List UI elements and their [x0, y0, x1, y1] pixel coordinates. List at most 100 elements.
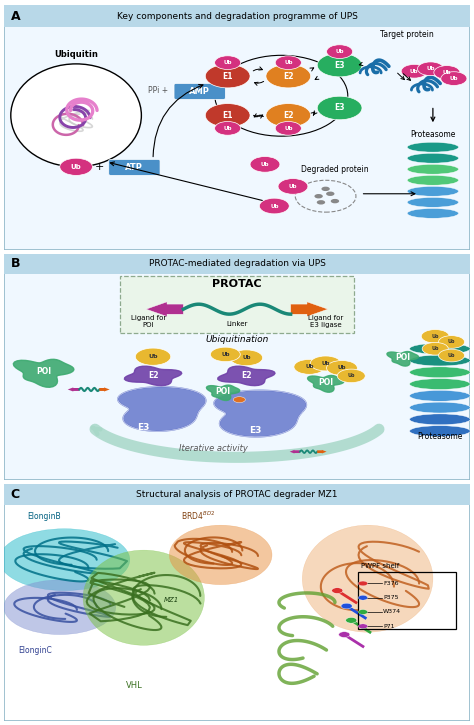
Text: Ligand for
POI: Ligand for POI: [131, 315, 166, 328]
Ellipse shape: [407, 165, 458, 174]
Text: Linker: Linker: [226, 321, 248, 327]
FancyBboxPatch shape: [120, 276, 354, 333]
Circle shape: [233, 397, 246, 402]
Circle shape: [215, 122, 241, 135]
Text: Proteasome: Proteasome: [410, 130, 456, 139]
Text: PPi +: PPi +: [147, 86, 168, 96]
Polygon shape: [207, 385, 240, 400]
FancyBboxPatch shape: [4, 484, 470, 505]
Circle shape: [327, 45, 353, 59]
Text: P375: P375: [383, 595, 399, 600]
Text: Ligand for
E3 ligase: Ligand for E3 ligase: [308, 315, 343, 328]
Text: Degraded protein: Degraded protein: [301, 165, 369, 174]
Text: P71: P71: [383, 624, 394, 629]
Circle shape: [358, 610, 368, 614]
Ellipse shape: [4, 580, 116, 634]
Text: ElonginB: ElonginB: [27, 513, 61, 521]
Text: F376: F376: [383, 581, 399, 586]
Text: Ub: Ub: [336, 49, 344, 54]
Text: Ub: Ub: [448, 353, 456, 358]
Circle shape: [358, 595, 368, 600]
Text: Ub: Ub: [221, 352, 229, 357]
Circle shape: [60, 158, 92, 175]
Text: POI: POI: [395, 353, 410, 362]
Circle shape: [205, 104, 250, 127]
Text: A: A: [11, 9, 20, 22]
Text: Ub: Ub: [284, 126, 292, 130]
Text: C: C: [11, 488, 20, 501]
Text: Ub: Ub: [410, 69, 419, 74]
Circle shape: [337, 369, 365, 383]
Text: Ub: Ub: [223, 126, 232, 130]
Circle shape: [317, 54, 362, 77]
FancyArrow shape: [100, 387, 109, 392]
Circle shape: [135, 348, 171, 365]
Circle shape: [401, 65, 427, 78]
Circle shape: [331, 199, 339, 203]
Ellipse shape: [407, 197, 458, 207]
Circle shape: [230, 350, 263, 365]
FancyBboxPatch shape: [4, 5, 470, 27]
Circle shape: [441, 72, 467, 86]
Text: Ubiquitination: Ubiquitination: [205, 335, 269, 344]
Circle shape: [422, 342, 448, 355]
Circle shape: [266, 104, 310, 127]
Text: MZ1: MZ1: [164, 597, 179, 603]
Circle shape: [317, 96, 362, 120]
Ellipse shape: [83, 550, 204, 645]
Polygon shape: [125, 366, 182, 386]
Text: POI: POI: [318, 378, 333, 387]
Text: POI: POI: [36, 367, 51, 376]
Ellipse shape: [169, 525, 272, 584]
Ellipse shape: [410, 402, 470, 413]
Circle shape: [321, 186, 330, 191]
Text: Ub: Ub: [337, 365, 346, 370]
Ellipse shape: [410, 355, 470, 366]
Text: ElonginC: ElonginC: [18, 645, 52, 655]
Circle shape: [314, 194, 323, 199]
Circle shape: [326, 191, 335, 196]
Text: PROTAC: PROTAC: [212, 279, 262, 289]
Circle shape: [438, 349, 465, 362]
Circle shape: [317, 200, 325, 204]
Text: E3: E3: [334, 61, 345, 70]
Text: BRD4$^{BD2}$: BRD4$^{BD2}$: [181, 510, 215, 522]
Circle shape: [205, 65, 250, 88]
Ellipse shape: [407, 186, 458, 196]
Ellipse shape: [410, 390, 470, 401]
Circle shape: [434, 65, 460, 79]
Circle shape: [358, 624, 368, 629]
Ellipse shape: [410, 378, 470, 389]
Text: Ub: Ub: [270, 204, 279, 209]
Circle shape: [278, 178, 308, 194]
Text: ATP: ATP: [126, 163, 143, 172]
FancyArrow shape: [291, 302, 328, 317]
Text: Target protein: Target protein: [380, 30, 434, 39]
Circle shape: [346, 618, 357, 623]
FancyBboxPatch shape: [109, 160, 160, 175]
Circle shape: [275, 56, 301, 70]
Circle shape: [310, 356, 341, 371]
Text: Ub: Ub: [321, 361, 330, 366]
Ellipse shape: [407, 175, 458, 185]
Circle shape: [341, 603, 352, 609]
Text: PWPF shelf: PWPF shelf: [361, 563, 399, 568]
Text: AMP: AMP: [189, 87, 210, 96]
Polygon shape: [13, 360, 74, 387]
Text: Ub: Ub: [289, 184, 297, 189]
Circle shape: [358, 581, 368, 586]
Text: Ub: Ub: [448, 339, 456, 344]
Circle shape: [266, 65, 310, 88]
Text: W374: W374: [383, 610, 401, 615]
Ellipse shape: [410, 344, 470, 355]
Circle shape: [327, 360, 357, 376]
Ellipse shape: [11, 64, 141, 167]
Ellipse shape: [410, 426, 470, 436]
Circle shape: [438, 336, 465, 348]
Text: PROTAC-mediated degradation via UPS: PROTAC-mediated degradation via UPS: [148, 260, 326, 268]
Polygon shape: [118, 386, 206, 431]
Text: Structural analysis of PROTAC degrader MZ1: Structural analysis of PROTAC degrader M…: [136, 490, 338, 499]
Circle shape: [210, 347, 240, 362]
Text: Ub: Ub: [431, 334, 439, 339]
Circle shape: [339, 631, 350, 637]
